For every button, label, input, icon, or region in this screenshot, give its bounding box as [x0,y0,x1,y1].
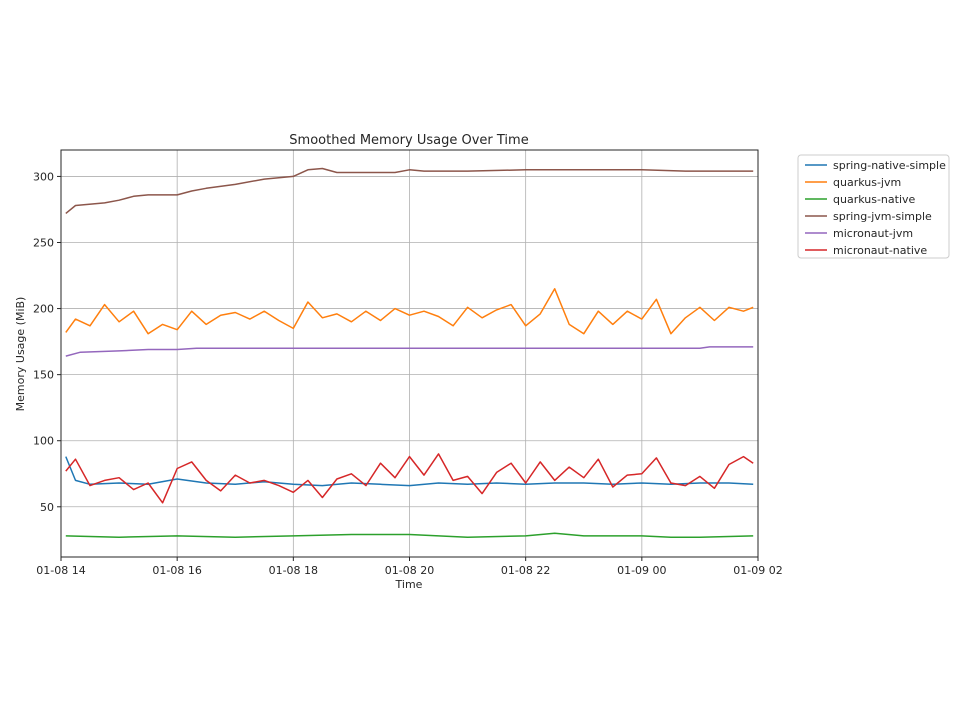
x-tick-label: 01-08 14 [36,564,85,577]
series-line-quarkus-native [65,532,754,538]
x-axis: 01-08 14 01-08 16 01-08 18 01-08 20 01-08 22… [36,557,783,577]
x-tick-label: 01-08 22 [501,564,550,577]
plot-area [60,149,759,558]
x-tick-label: 01-09 02 [733,564,782,577]
legend-frame [797,154,950,259]
legend-label: quarkus-native [833,193,916,206]
y-axis-label: Memory Usage (MiB) [14,297,27,412]
y-tick-label: 50 [40,501,54,514]
y-tick-label: 300 [33,170,54,183]
chart-title: Smoothed Memory Usage Over Time [289,133,528,148]
x-axis-label: Time [395,578,423,591]
y-tick-label: 250 [33,237,54,250]
x-tick-label: 01-08 16 [152,564,201,577]
grid [60,150,759,557]
legend-label: spring-native-simple [833,159,946,172]
x-tick-label: 01-08 18 [269,564,318,577]
x-tick-label: 01-08 20 [385,564,434,577]
y-tick-label: 100 [33,435,54,448]
legend-label: micronaut-native [833,244,927,257]
legend-label: micronaut-jvm [833,227,913,240]
series-line-spring-native-simple [65,456,754,487]
series-line-spring-jvm-simple [65,167,754,214]
y-axis: 50 100 150 200 250 300 [33,170,61,514]
y-tick-label: 200 [33,303,54,316]
series-line-micronaut-jvm [65,346,754,357]
legend: spring-native-simple quarkus-jvm quarkus-n… [797,154,950,259]
legend-label: quarkus-jvm [833,176,901,189]
legend-label: spring-jvm-simple [833,210,932,223]
x-tick-label: 01-09 00 [617,564,666,577]
series-lines [65,167,754,538]
y-tick-label: 150 [33,369,54,382]
series-line-micronaut-native [65,453,754,504]
series-line-quarkus-jvm [65,288,754,335]
